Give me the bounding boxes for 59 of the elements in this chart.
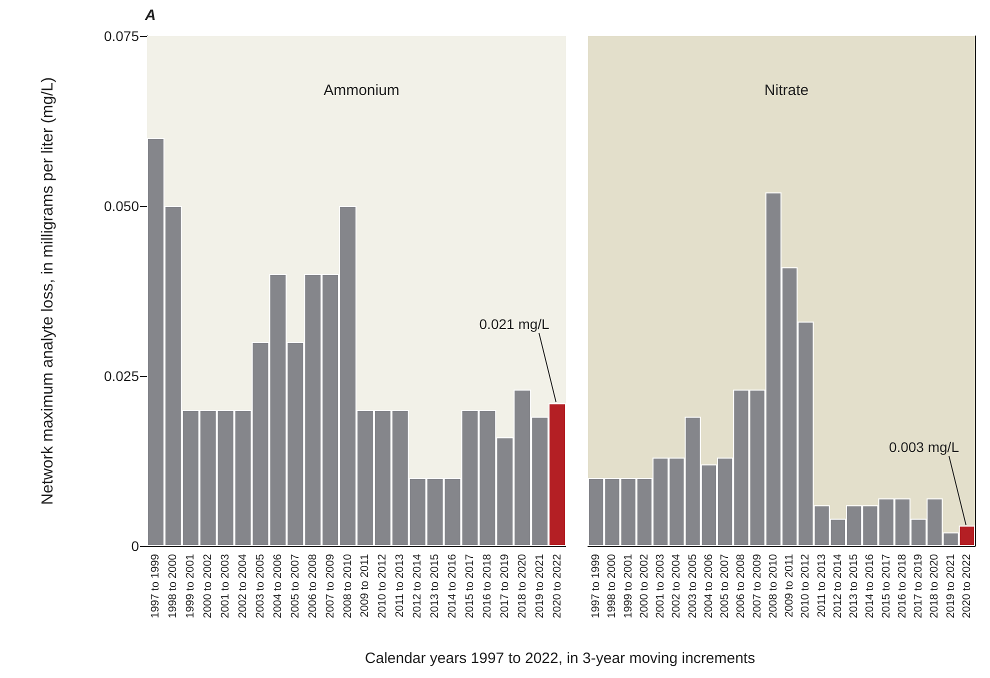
text: Ammonium (324, 82, 400, 99)
y-tick-label: 0.050 (104, 198, 140, 214)
x-tick-label: 2016 to 2018 (481, 554, 494, 618)
x-tick-label: 2019 to 2021 (944, 554, 957, 618)
x-tick-label: 1997 to 1999 (150, 554, 162, 618)
x-tick-label: 2020 to 2022 (551, 554, 564, 618)
x-axis-title: Calendar years 1997 to 2022, in 3-year moving increments (364, 650, 756, 667)
x-tick-label: 2012 to 2014 (832, 554, 844, 618)
y-tick-label: 0 (131, 538, 140, 554)
text: A (144, 7, 156, 24)
x-tick-label: 2013 to 2015 (429, 554, 442, 618)
x-tick-label: 1997 to 1999 (590, 554, 602, 618)
x-tick-label: 2010 to 2012 (800, 554, 812, 618)
x-tick-label: 2003 to 2005 (254, 554, 266, 618)
x-tick-label: 2017 to 2019 (498, 554, 511, 618)
annotation: 0.003 mg/L (888, 438, 959, 455)
x-tick-label: 2019 to 2021 (534, 554, 546, 618)
x-tick-label: 2007 to 2009 (324, 554, 336, 618)
y-axis-title: Network maximum analyte loss, in milligrams per liter (mg/L) (40, 77, 56, 505)
x-tick-label: 2011 to 2013 (394, 554, 406, 618)
text: Nitrate (764, 82, 809, 99)
x-tick-label: 2001 to 2003 (654, 554, 667, 618)
x-tick-label: 2002 to 2004 (670, 554, 683, 618)
x-tick-label: 2009 to 2011 (359, 554, 372, 618)
x-tick-label: 1998 to 2000 (606, 554, 618, 618)
x-tick-label: 2015 to 2017 (464, 554, 476, 618)
x-tick-label: 2014 to 2016 (446, 554, 459, 618)
x-tick-label: 2008 to 2010 (342, 554, 354, 618)
x-tick-label: 2013 to 2015 (848, 554, 860, 618)
x-tick-label: 2009 to 2011 (784, 554, 796, 618)
x-tick-label: 2008 to 2010 (767, 554, 780, 618)
x-tick-label: 2017 to 2019 (912, 554, 925, 618)
y-tick-label: 0.075 (104, 28, 140, 44)
x-tick-label: 2001 to 2003 (220, 554, 232, 618)
x-tick-label: 2004 to 2006 (272, 554, 284, 618)
x-tick-label: 2003 to 2005 (686, 554, 699, 618)
x-tick-label: 2000 to 2002 (638, 554, 650, 618)
annotation: 0.021 mg/L (479, 316, 550, 332)
x-tick-label: 2011 to 2013 (816, 554, 828, 618)
x-tick-label: 2006 to 2008 (306, 554, 319, 618)
x-tick-label: 2010 to 2012 (376, 554, 389, 618)
x-tick-label: 2018 to 2020 (928, 554, 941, 618)
y-tick-label: 0.025 (104, 368, 140, 384)
x-tick-label: 2014 to 2016 (864, 554, 876, 618)
x-tick-label: 2020 to 2022 (960, 554, 973, 618)
x-tick-label: 2002 to 2004 (237, 554, 250, 618)
x-tick-label: 1999 to 2001 (622, 554, 634, 618)
x-tick-label: 2018 to 2020 (516, 554, 528, 618)
x-tick-label: 2015 to 2017 (880, 554, 892, 618)
x-tick-label: 2005 to 2007 (719, 554, 732, 618)
x-tick-label: 1999 to 2001 (184, 554, 197, 618)
x-tick-label: 2016 to 2018 (896, 554, 908, 618)
x-tick-label: 2007 to 2009 (751, 554, 764, 618)
x-tick-label: 1998 to 2000 (167, 554, 180, 618)
x-tick-label: 2005 to 2007 (289, 554, 302, 618)
x-tick-label: 2004 to 2006 (702, 554, 715, 618)
x-tick-label: 2006 to 2008 (735, 554, 748, 618)
x-tick-label: 2012 to 2014 (412, 554, 424, 618)
x-tick-label: 2000 to 2002 (202, 554, 214, 618)
